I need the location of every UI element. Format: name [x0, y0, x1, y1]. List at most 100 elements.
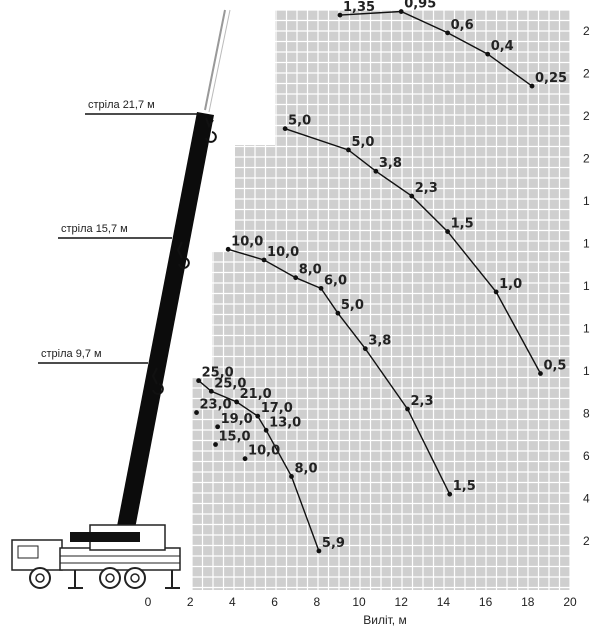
- data-label: 6,0: [324, 273, 347, 288]
- data-point: [289, 474, 294, 479]
- data-label: 1,35: [343, 0, 375, 15]
- data-point: [263, 427, 269, 433]
- x-tick-label: 6: [271, 595, 278, 609]
- x-tick-label: 8: [313, 595, 320, 609]
- y-tick-label: 2: [583, 67, 590, 81]
- data-point: [445, 30, 451, 36]
- data-label: 0,4: [491, 39, 514, 54]
- data-label: 13,0: [269, 415, 301, 430]
- boom-label-15-7: стріла 15,7 м: [61, 223, 128, 235]
- data-label: 8,0: [299, 263, 322, 278]
- data-label: 5,9: [322, 536, 345, 551]
- data-label: 0,5: [543, 359, 566, 374]
- x-tick-label: 20: [563, 595, 577, 609]
- data-point: [234, 399, 240, 405]
- data-label: 21,0: [240, 387, 272, 402]
- data-label: 23,0: [200, 398, 232, 413]
- data-label: 0,6: [451, 18, 474, 33]
- load-curves: 1,35 0,95 0,6 0,4 0,25 5,0 5,0 3,8 2,3 1,5 1,0 0,5 1…: [194, 0, 567, 554]
- data-label: 25,0: [214, 376, 246, 391]
- data-point: [445, 229, 451, 234]
- y-axis: 2 4 6 8 1 1 1 1 1 2 2 2 2: [583, 24, 590, 548]
- boom-label-9-7: стріла 9,7 м: [41, 348, 102, 360]
- data-point: [225, 246, 231, 252]
- data-label: 10,0: [248, 444, 280, 459]
- data-point: [493, 289, 499, 295]
- y-tick-label: 2: [583, 24, 590, 38]
- series-line: [228, 248, 451, 495]
- x-tick-label: 10: [352, 595, 366, 609]
- y-tick-label: 2: [583, 152, 590, 166]
- data-label: 1,5: [453, 479, 476, 494]
- x-tick-label: 0: [145, 595, 152, 609]
- boom-icon: [112, 112, 214, 555]
- hook-icon: [176, 241, 190, 269]
- data-point: [293, 275, 299, 281]
- truck-icon: [11, 524, 181, 589]
- data-label: 3,8: [379, 156, 402, 171]
- data-label: 5,0: [351, 135, 374, 150]
- x-axis-title: Виліт, м: [363, 613, 406, 627]
- data-point: [362, 346, 368, 352]
- data-point: [242, 456, 248, 462]
- data-label: 17,0: [261, 401, 293, 416]
- data-label: 0,95: [404, 0, 436, 12]
- data-label: 25,0: [202, 366, 234, 381]
- data-point: [346, 147, 351, 153]
- data-point: [337, 12, 343, 18]
- y-tick-label: 8: [583, 407, 590, 421]
- boom-label-21-7: стріла 21,7 м: [88, 99, 155, 111]
- data-label: 0,25: [535, 71, 567, 86]
- data-label: 15,0: [219, 430, 251, 445]
- data-label: 3,8: [368, 334, 391, 349]
- y-tick-label: 1: [583, 237, 590, 251]
- data-point: [485, 51, 491, 57]
- data-label: 8,0: [294, 461, 317, 476]
- y-tick-label: 1: [583, 322, 590, 336]
- data-point: [208, 388, 214, 394]
- data-label: 1,0: [499, 277, 522, 292]
- data-point: [196, 378, 202, 384]
- data-point: [409, 193, 415, 199]
- data-label: 1,5: [451, 217, 474, 232]
- y-tick-label: 4: [583, 492, 590, 506]
- data-point: [405, 406, 410, 412]
- data-point: [335, 310, 341, 316]
- data-point: [318, 285, 324, 291]
- data-point: [447, 491, 453, 497]
- hook-icon: [151, 367, 164, 395]
- y-tick-label: 2: [583, 109, 590, 123]
- crane-illustration: [11, 9, 231, 589]
- boom-callouts: стріла 21,7 м стріла 15,7 м стріла 9,7 м: [38, 99, 200, 364]
- data-point: [261, 257, 267, 263]
- data-point: [282, 126, 288, 132]
- data-point: [215, 424, 221, 430]
- y-tick-label: 1: [583, 279, 590, 293]
- data-point: [529, 83, 535, 89]
- x-axis: 0 2 4 6 8 10 12 14 16 18 20: [145, 595, 577, 609]
- data-point: [213, 442, 218, 447]
- y-tick-label: 1: [583, 364, 590, 378]
- x-tick-label: 18: [521, 595, 535, 609]
- data-label: 10,0: [231, 234, 263, 249]
- data-point: [255, 413, 261, 419]
- x-tick-label: 2: [187, 595, 194, 609]
- data-point: [373, 168, 379, 174]
- data-point: [398, 9, 404, 14]
- grid-area: [180, 0, 571, 590]
- y-tick-label: 1: [583, 194, 590, 208]
- x-tick-label: 16: [479, 595, 493, 609]
- data-label: 19,0: [221, 412, 253, 427]
- y-tick-label: 2: [583, 534, 590, 548]
- data-label: 5,0: [341, 298, 364, 313]
- data-label: 2,3: [415, 181, 438, 196]
- x-tick-label: 14: [437, 595, 451, 609]
- x-tick-label: 12: [395, 595, 409, 609]
- data-point: [538, 371, 543, 376]
- x-tick-label: 4: [229, 595, 236, 609]
- data-point: [316, 548, 322, 554]
- hook-icon: [205, 117, 217, 143]
- y-tick-label: 6: [583, 449, 590, 463]
- data-point: [194, 410, 199, 415]
